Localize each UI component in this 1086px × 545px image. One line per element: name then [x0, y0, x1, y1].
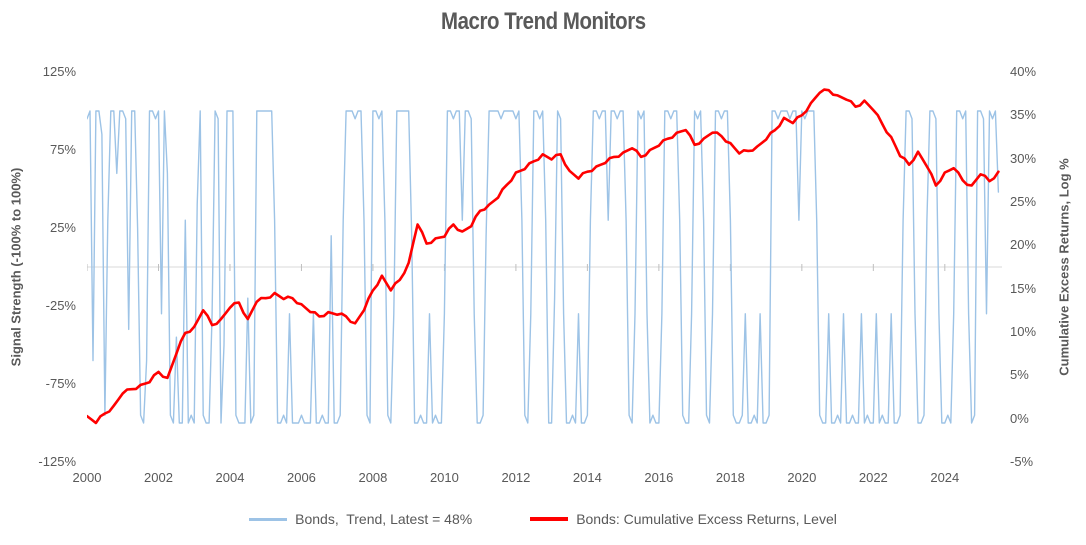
- x-axis-tick-label: 2022: [858, 470, 888, 485]
- x-axis-tick-label: 2000: [72, 470, 102, 485]
- left-axis-tick-label: -75%: [45, 376, 76, 391]
- right-axis-tick-label: 25%: [1010, 194, 1037, 209]
- plot-area: [87, 88, 1002, 425]
- right-axis-tick-label: -5%: [1010, 454, 1034, 469]
- x-axis-tick-label: 2008: [358, 470, 388, 485]
- legend-label-returns: Bonds: Cumulative Excess Returns, Level: [576, 511, 837, 527]
- right-axis-tick-label: 15%: [1010, 280, 1037, 296]
- right-axis-tick-label: 0%: [1010, 410, 1029, 426]
- trend-line-swatch: [249, 517, 288, 521]
- right-axis-tick-label: 5%: [1010, 367, 1029, 383]
- chart-title: Macro Trend Monitors: [440, 8, 646, 35]
- returns-line-swatch: [530, 517, 569, 521]
- legend-item-returns: Bonds: Cumulative Excess Returns, Level: [530, 511, 837, 527]
- x-axis-tick-label: 2010: [429, 470, 459, 485]
- left-axis-tick-label: -125%: [38, 454, 76, 469]
- x-axis-tick-label: 2014: [572, 470, 602, 485]
- returns-series-line: [87, 88, 1000, 425]
- left-axis-tick-label: 125%: [42, 64, 76, 79]
- right-axis-tick-label: 35%: [1010, 107, 1037, 123]
- right-axis-tick-label: 30%: [1010, 150, 1037, 166]
- right-axis-tick-label: 40%: [1010, 64, 1037, 79]
- left-axis-tick-label: 75%: [49, 142, 76, 157]
- x-axis-tick-label: 2002: [144, 470, 173, 485]
- x-axis-tick-label: 2004: [215, 470, 245, 485]
- right-axis-tick-label: 10%: [1010, 324, 1037, 339]
- left-axis-title: Signal Strength (-100% to 100%): [8, 167, 24, 367]
- legend-item-trend: Bonds, Trend, Latest = 48%: [249, 511, 472, 527]
- x-axis-tick-label: 2020: [787, 470, 817, 485]
- legend: Bonds, Trend, Latest = 48% Bonds: Cumula…: [0, 511, 1086, 527]
- x-axis-tick-label: 2016: [644, 470, 674, 485]
- right-axis-tick-label: 20%: [1010, 237, 1037, 253]
- left-axis-tick-label: -25%: [45, 298, 76, 313]
- right-axis-title: Cumulative Excess Returns, Log %: [1056, 158, 1072, 376]
- left-axis-tick-label: 25%: [49, 220, 76, 235]
- x-axis-tick-label: 2006: [286, 470, 316, 485]
- trend-series-line: [87, 110, 1000, 424]
- x-axis-tick-label: 2024: [930, 470, 960, 485]
- x-axis-tick-label: 2012: [501, 470, 531, 485]
- legend-label-trend: Bonds, Trend, Latest = 48%: [295, 511, 473, 527]
- x-axis-tick-label: 2018: [715, 470, 745, 485]
